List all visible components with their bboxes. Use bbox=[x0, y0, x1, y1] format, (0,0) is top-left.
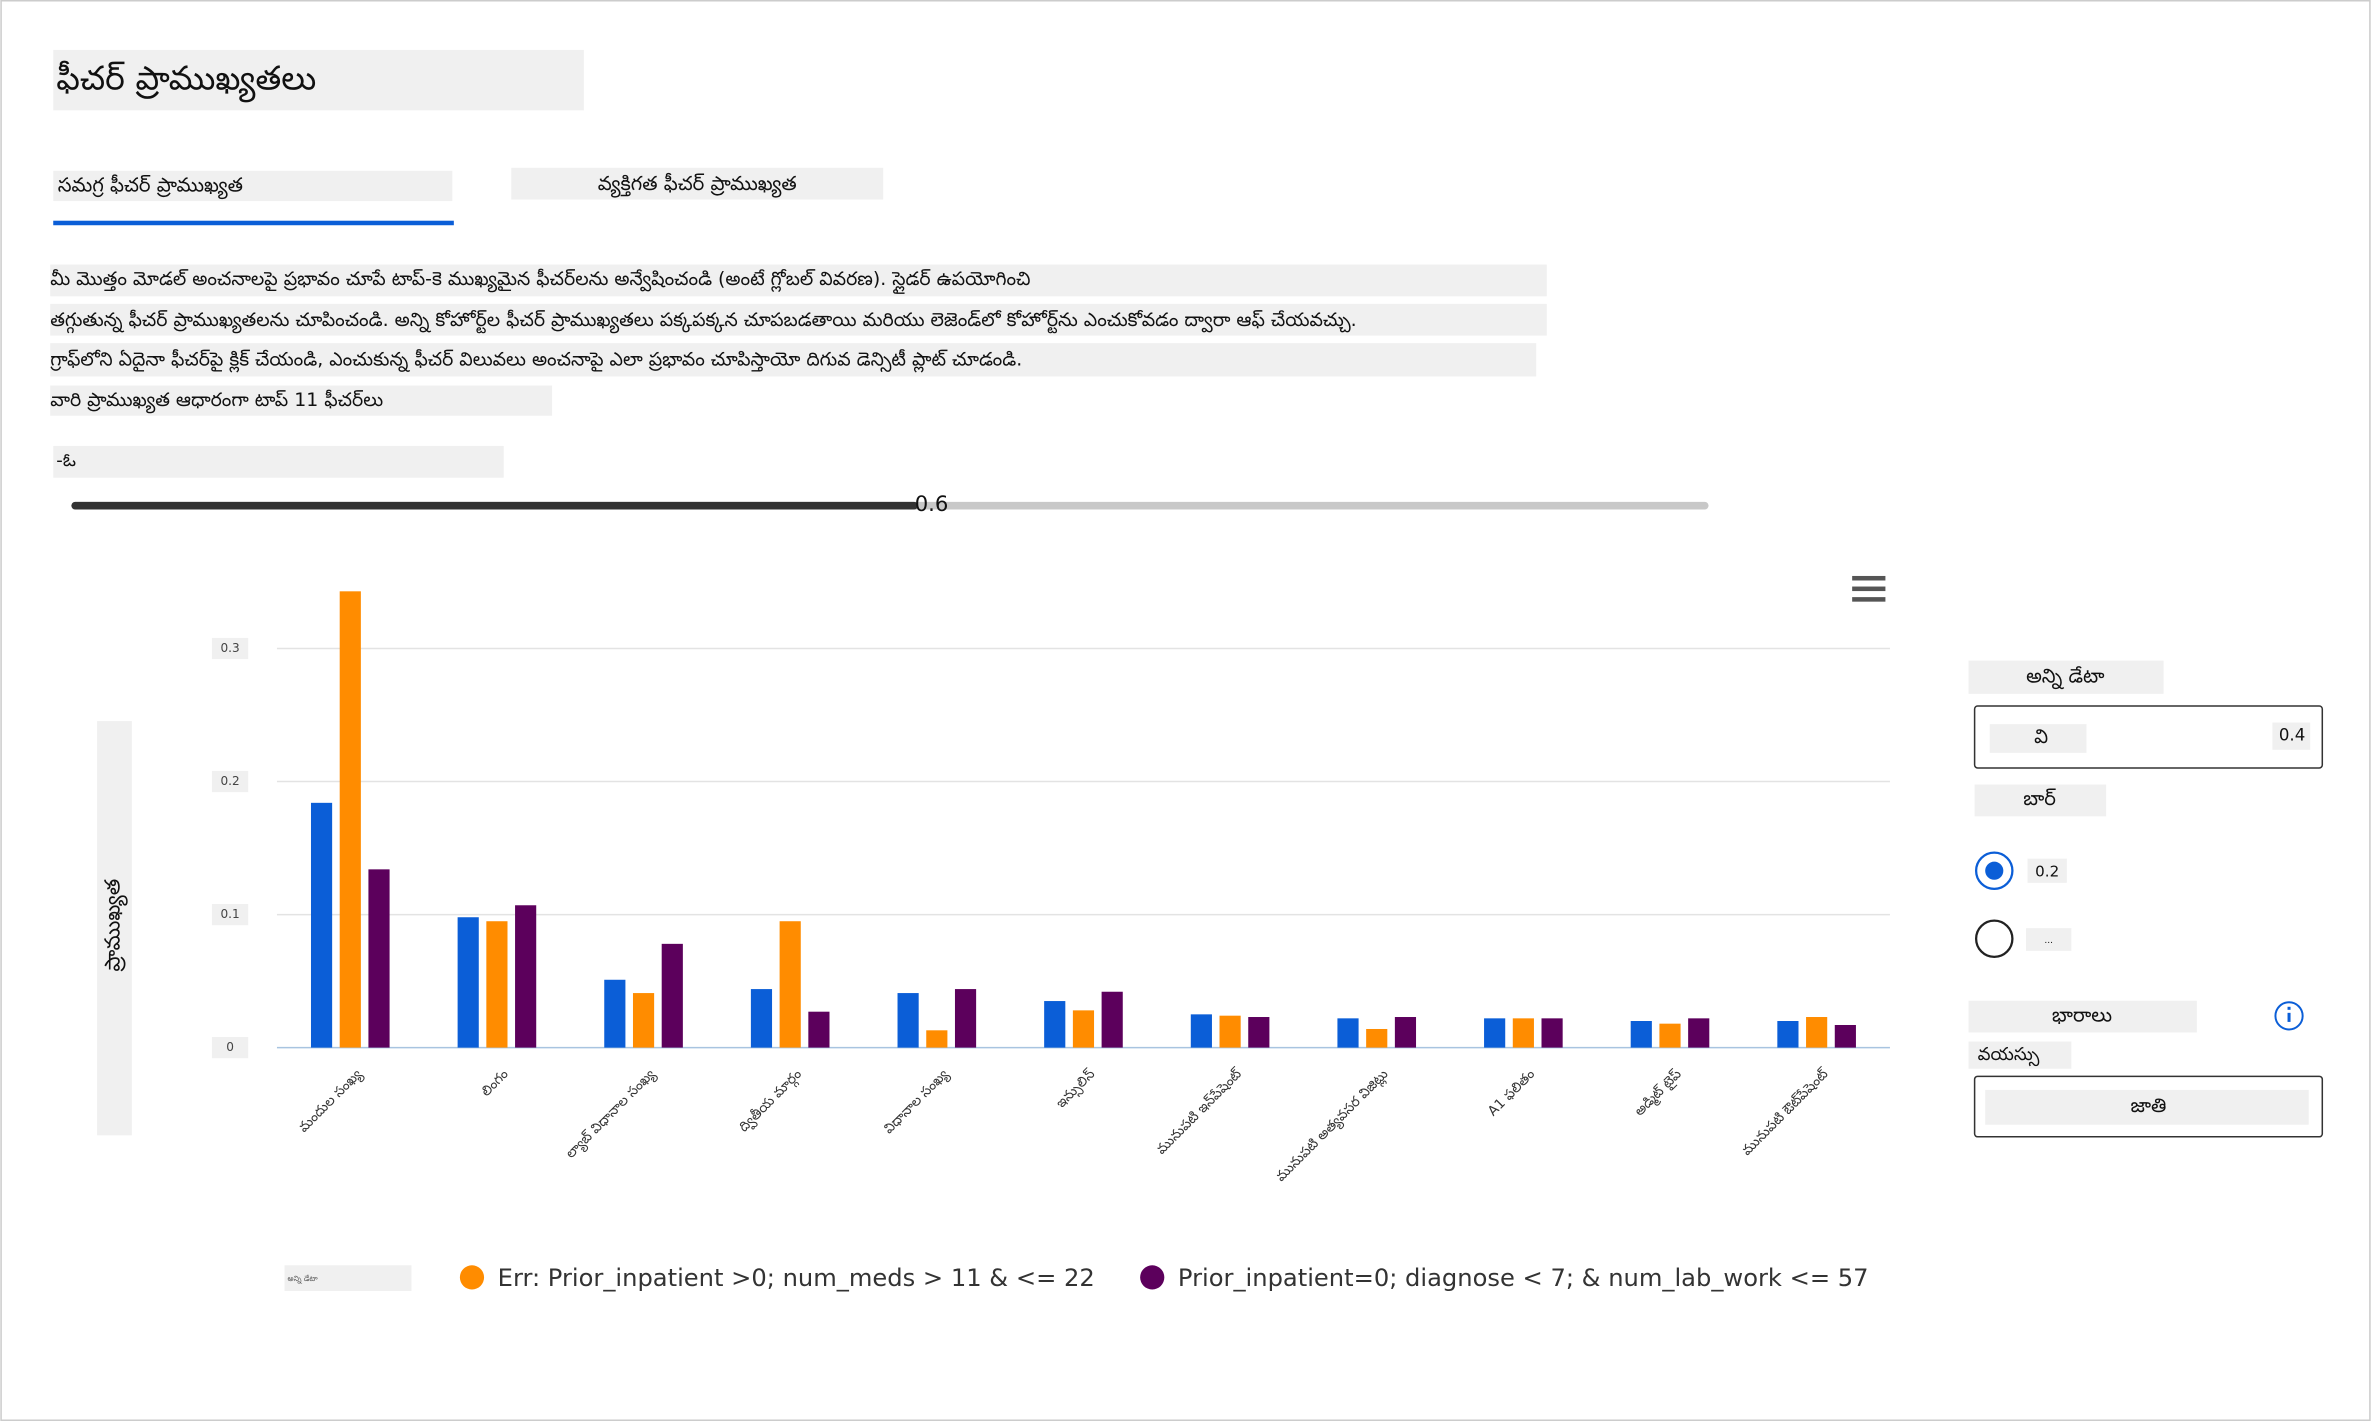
bar bbox=[1044, 1001, 1066, 1048]
bar bbox=[1366, 1028, 1388, 1048]
weights-sublabel: వయస్సు bbox=[1978, 1044, 2040, 1067]
menu-bar bbox=[1852, 586, 1886, 592]
desc-bg bbox=[50, 303, 1547, 336]
y-tick-label: 0.3 bbox=[220, 641, 239, 655]
legend-label: Err: Prior_inpatient >0; num_meds > 11 &… bbox=[498, 1264, 1095, 1292]
label-bg bbox=[1989, 724, 2087, 753]
y-tick-label: 0.1 bbox=[220, 907, 239, 921]
weights-label: భారాలు bbox=[2052, 1003, 2112, 1026]
y-tick-label: 0.2 bbox=[220, 774, 239, 788]
bar bbox=[1484, 1018, 1506, 1048]
legend-marker bbox=[1140, 1265, 1165, 1290]
label-bg bbox=[1985, 1089, 2309, 1125]
label-bg bbox=[2026, 928, 2072, 951]
tick-label-bg bbox=[211, 903, 249, 926]
bar bbox=[1337, 1018, 1359, 1048]
info-icon-dot bbox=[2287, 1006, 2291, 1010]
label-bg bbox=[1968, 1000, 2197, 1033]
description: మీ మొత్తం మోడల్ అంచనాలపై ప్రభావం చూపే టా… bbox=[50, 268, 1030, 294]
info-icon-bar bbox=[2287, 1012, 2291, 1022]
legend-marker bbox=[459, 1265, 485, 1290]
bar bbox=[1072, 1010, 1095, 1048]
bar bbox=[1541, 1018, 1563, 1048]
tick-label-bg bbox=[211, 770, 249, 793]
label-bg bbox=[2027, 858, 2067, 883]
tab[interactable]: వ్యక్తిగత ఫీచర్ ప్రాముఖ్యత bbox=[598, 172, 797, 198]
menu-bar bbox=[1852, 575, 1886, 581]
bar bbox=[486, 921, 508, 1048]
desc-bg bbox=[50, 385, 553, 416]
label-bg bbox=[2272, 722, 2311, 750]
description: గ్రాఫ్‌లోని ఏదైనా ఫీచర్‌పై క్లిక్ చేయండి… bbox=[50, 348, 1022, 372]
bar bbox=[368, 869, 390, 1048]
bar bbox=[1394, 1017, 1417, 1048]
desc-bg bbox=[50, 343, 1537, 377]
dropdown-value: 0.4 bbox=[2279, 726, 2305, 745]
bar bbox=[1834, 1024, 1856, 1048]
bar bbox=[926, 1030, 948, 1048]
tab-bg bbox=[511, 167, 884, 200]
legend-label: అన్ని డేటా bbox=[288, 1274, 319, 1284]
dropdown-label: వి bbox=[2034, 725, 2048, 748]
slider-label: -ఓ bbox=[56, 450, 76, 471]
bar bbox=[632, 993, 655, 1048]
bar bbox=[457, 917, 479, 1048]
dropdown-value: జాతి bbox=[2131, 1094, 2167, 1117]
title-bg bbox=[53, 49, 584, 111]
chart-type-label: బార్ bbox=[2023, 787, 2056, 810]
tab[interactable]: సమగ్ర ఫీచర్ ప్రాముఖ్యత bbox=[58, 173, 243, 199]
y-tick-label: 0 bbox=[226, 1040, 234, 1054]
description: వారి ప్రాముఖ్యత ఆధారంగా టాప్ 11 ఫీచర్‌లు bbox=[50, 389, 383, 414]
radio-dot bbox=[1985, 861, 2004, 880]
bar bbox=[1190, 1014, 1212, 1048]
page-title: ఫీచర్ ప్రాముఖ్యతలు bbox=[56, 59, 316, 103]
radio-label: ... bbox=[2044, 936, 2053, 946]
bar bbox=[1512, 1018, 1534, 1048]
radio[interactable] bbox=[1974, 919, 2014, 959]
cohort-label: అన్ని డేటా bbox=[2026, 665, 2105, 690]
slider-fill bbox=[71, 501, 918, 510]
radio-label: 0.2 bbox=[2035, 863, 2059, 881]
bar bbox=[1630, 1021, 1652, 1048]
bar bbox=[1688, 1018, 1710, 1048]
menu-icon[interactable] bbox=[1852, 575, 1886, 602]
bar bbox=[1659, 1023, 1681, 1048]
bar bbox=[897, 993, 919, 1048]
bar bbox=[954, 989, 977, 1048]
slider-label-bg bbox=[53, 445, 504, 478]
bar bbox=[339, 591, 361, 1048]
bar bbox=[1777, 1021, 1799, 1048]
bar bbox=[750, 989, 773, 1048]
label-bg bbox=[1974, 784, 2107, 817]
ylabel-bg bbox=[97, 721, 132, 1136]
label-bg bbox=[1968, 1041, 2072, 1069]
bar bbox=[808, 1011, 830, 1048]
legend-label: Prior_inpatient=0; diagnose < 7; & num_l… bbox=[1178, 1264, 1869, 1292]
bar bbox=[1248, 1017, 1270, 1048]
info-icon[interactable] bbox=[2274, 1001, 2304, 1031]
bar bbox=[310, 802, 333, 1048]
y-axis-label: ప్రాముఖ్యత bbox=[100, 879, 129, 972]
bar bbox=[1806, 1017, 1828, 1048]
description: తగ్గుతున్న ఫీచర్ ప్రాముఖ్యతలను చూపించండి… bbox=[50, 309, 1356, 334]
label-bg bbox=[1968, 660, 2164, 694]
bar bbox=[779, 921, 801, 1048]
tab-underline bbox=[53, 220, 454, 226]
tick-label-bg bbox=[211, 1037, 249, 1059]
bar bbox=[1219, 1015, 1241, 1048]
desc-bg bbox=[50, 264, 1547, 297]
legend-bg bbox=[284, 1265, 412, 1291]
bar bbox=[515, 905, 537, 1048]
tab-bg bbox=[53, 170, 453, 202]
menu-bar bbox=[1852, 597, 1886, 602]
bar bbox=[604, 979, 626, 1048]
bar bbox=[1101, 991, 1123, 1048]
bar bbox=[661, 943, 683, 1048]
tick-label-bg bbox=[211, 637, 249, 660]
slider-value: 0.6 bbox=[915, 491, 949, 516]
